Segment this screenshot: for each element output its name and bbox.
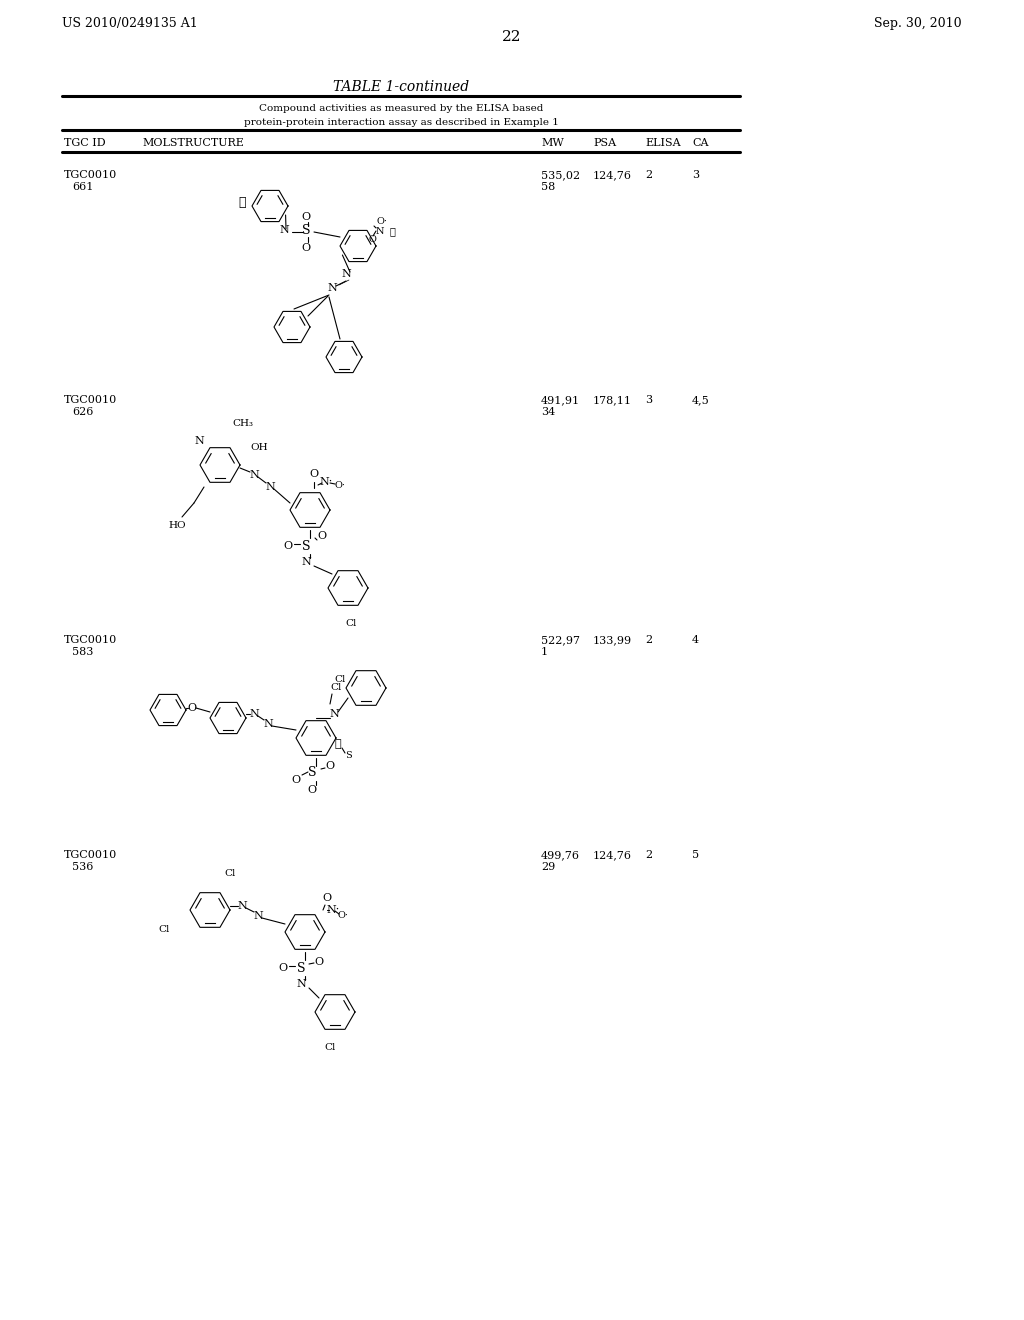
Text: O: O — [292, 775, 301, 785]
Text: O: O — [301, 243, 310, 253]
Text: N: N — [280, 224, 289, 235]
Text: O: O — [314, 957, 324, 968]
Text: TGC0010: TGC0010 — [63, 395, 118, 405]
Text: OH: OH — [250, 442, 267, 451]
Text: O: O — [279, 964, 288, 973]
Text: 499,76: 499,76 — [541, 850, 580, 861]
Text: O: O — [301, 213, 310, 222]
Text: 5: 5 — [692, 850, 699, 861]
Text: O: O — [323, 894, 332, 903]
Text: 34: 34 — [541, 407, 555, 417]
Text: S: S — [345, 751, 351, 760]
Text: S: S — [297, 961, 305, 974]
Text: protein-protein interaction assay as described in Example 1: protein-protein interaction assay as des… — [244, 117, 558, 127]
Text: TABLE 1-continued: TABLE 1-continued — [333, 81, 469, 94]
Text: N·: N· — [327, 906, 340, 915]
Text: O: O — [284, 541, 293, 550]
Text: 626: 626 — [72, 407, 93, 417]
Text: 58: 58 — [541, 182, 555, 191]
Text: S: S — [308, 767, 316, 780]
Text: N: N — [301, 557, 311, 568]
Text: S: S — [302, 540, 310, 553]
Text: CA: CA — [692, 139, 709, 148]
Text: Cl: Cl — [159, 925, 170, 935]
Text: Compound activities as measured by the ELISA based: Compound activities as measured by the E… — [259, 104, 543, 114]
Text: CH₃: CH₃ — [232, 418, 253, 428]
Text: 522,97: 522,97 — [541, 635, 580, 645]
Text: ③: ③ — [239, 195, 246, 209]
Text: HO: HO — [168, 520, 185, 529]
Text: 1: 1 — [541, 647, 548, 657]
Text: MOLSTRUCTURE: MOLSTRUCTURE — [142, 139, 244, 148]
Text: N: N — [296, 979, 306, 989]
Text: N: N — [238, 902, 247, 911]
Text: N: N — [376, 227, 384, 235]
Text: US 2010/0249135 A1: US 2010/0249135 A1 — [62, 17, 198, 30]
Text: 3: 3 — [692, 170, 699, 180]
Text: O: O — [317, 531, 327, 541]
Text: Cl: Cl — [224, 870, 236, 879]
Text: 2: 2 — [645, 850, 652, 861]
Text: TGC0010: TGC0010 — [63, 170, 118, 180]
Text: ELISA: ELISA — [645, 139, 681, 148]
Text: Cl: Cl — [325, 1044, 336, 1052]
Text: O: O — [187, 704, 197, 713]
Text: Sep. 30, 2010: Sep. 30, 2010 — [874, 17, 962, 30]
Text: 133,99: 133,99 — [593, 635, 632, 645]
Text: N: N — [265, 482, 274, 492]
Text: S: S — [302, 223, 310, 236]
Text: MW: MW — [541, 139, 564, 148]
Text: PSA: PSA — [593, 139, 616, 148]
Text: N: N — [195, 436, 204, 446]
Text: N: N — [327, 282, 337, 293]
Text: 583: 583 — [72, 647, 93, 657]
Text: O: O — [326, 762, 335, 771]
Text: TGC0010: TGC0010 — [63, 635, 118, 645]
Text: 22: 22 — [502, 30, 522, 44]
Text: 124,76: 124,76 — [593, 850, 632, 861]
Text: 4: 4 — [692, 635, 699, 645]
Text: O: O — [309, 469, 318, 479]
Text: ③: ③ — [335, 739, 341, 748]
Text: O·: O· — [338, 912, 348, 920]
Text: N: N — [341, 269, 351, 279]
Text: 2: 2 — [645, 635, 652, 645]
Text: N: N — [263, 719, 272, 729]
Text: 124,76: 124,76 — [593, 170, 632, 180]
Text: O: O — [307, 785, 316, 795]
Text: 3: 3 — [645, 395, 652, 405]
Text: N: N — [249, 470, 259, 480]
Text: Cl: Cl — [345, 619, 356, 628]
Text: 491,91: 491,91 — [541, 395, 581, 405]
Text: N: N — [253, 911, 263, 921]
Text: TGC ID: TGC ID — [63, 139, 105, 148]
Text: 536: 536 — [72, 862, 93, 873]
Text: 535,02: 535,02 — [541, 170, 581, 180]
Text: 2: 2 — [645, 170, 652, 180]
Text: 29: 29 — [541, 862, 555, 873]
Text: N·: N· — [319, 477, 333, 487]
Text: N: N — [249, 709, 259, 719]
Text: 4,5: 4,5 — [692, 395, 710, 405]
Text: Cl: Cl — [330, 684, 341, 693]
Text: N: N — [329, 709, 339, 719]
Text: Cl: Cl — [334, 676, 346, 685]
Text: 661: 661 — [72, 182, 93, 191]
Text: TGC0010: TGC0010 — [63, 850, 118, 861]
Text: O·: O· — [377, 218, 387, 227]
Text: O·: O· — [335, 482, 345, 491]
Text: 178,11: 178,11 — [593, 395, 632, 405]
Text: O: O — [368, 235, 376, 243]
Text: ③: ③ — [389, 227, 395, 236]
